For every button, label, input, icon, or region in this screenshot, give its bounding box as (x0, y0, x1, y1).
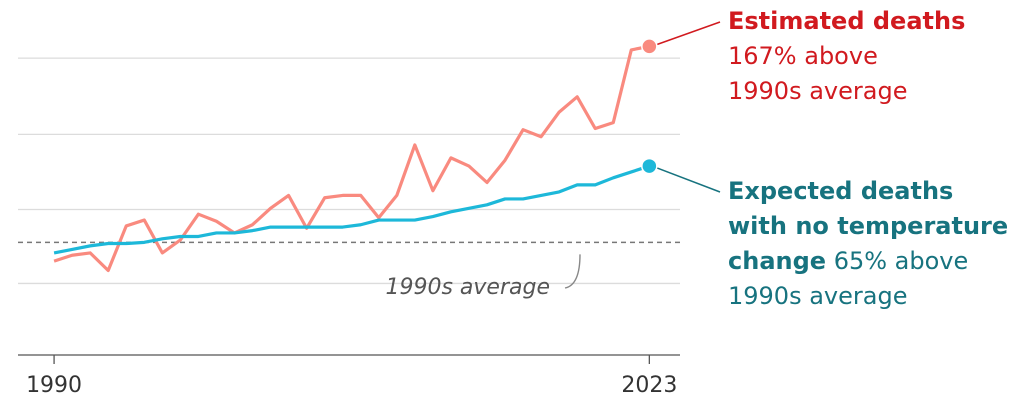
annotation-note: 167% above (728, 42, 878, 70)
end-dot (641, 157, 658, 175)
annotation-text: Expected deaths (728, 177, 953, 205)
annotation-note: 1990s average (728, 282, 907, 310)
annotation-connector (657, 21, 721, 46)
annotation-text: Estimated deaths (728, 7, 965, 35)
annotation-text: change 65% above (728, 247, 968, 275)
annotation-label: Estimated deaths (728, 7, 965, 35)
connector (564, 254, 581, 289)
reference-label: 1990s average (385, 275, 550, 300)
series-line (53, 44, 650, 273)
x-tick-label: 1990 (26, 373, 82, 398)
annotation-connector (657, 167, 721, 193)
annotation-text: with no temperature (728, 212, 1008, 240)
annotation-label: with no temperature (728, 212, 1008, 240)
annotation-label: Expected deaths (728, 177, 953, 205)
end-dot (641, 38, 658, 55)
annotation-label: change (728, 247, 826, 275)
annotation-note: 65% above (834, 247, 969, 275)
annotation-note: 1990s average (728, 77, 907, 105)
series-line (53, 164, 650, 255)
x-tick-label: 2023 (621, 373, 677, 398)
